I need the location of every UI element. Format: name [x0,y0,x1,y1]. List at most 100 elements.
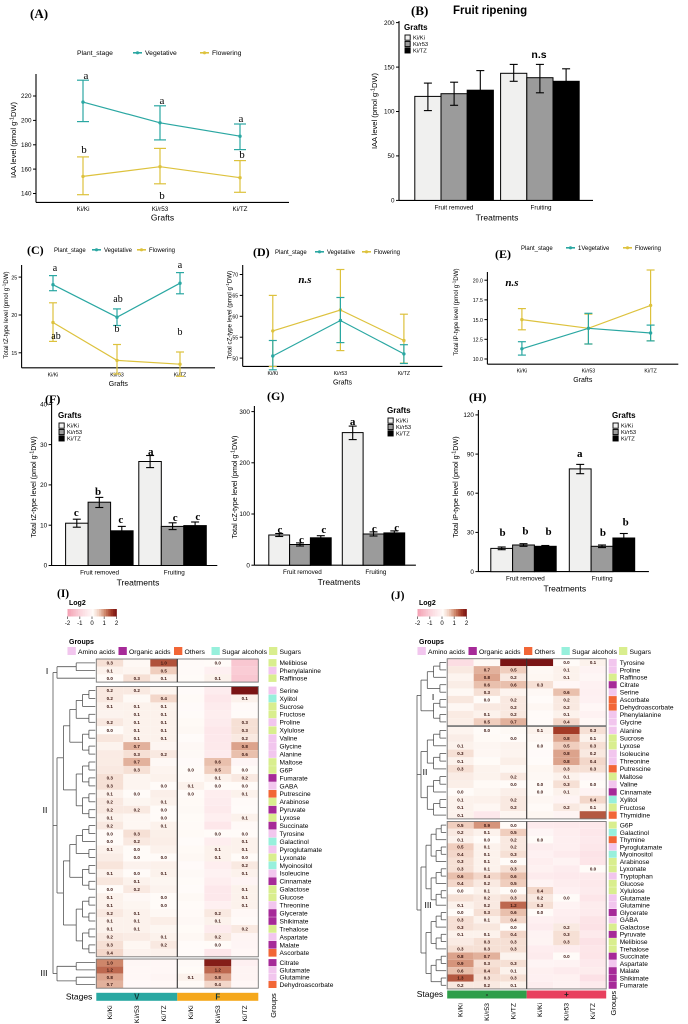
svg-text:0.3: 0.3 [457,767,464,772]
svg-text:Maltose: Maltose [280,759,303,766]
svg-text:0: 0 [90,621,94,627]
svg-text:Isoleucine: Isoleucine [620,751,650,758]
svg-text:Treatments: Treatments [543,584,586,594]
svg-text:0.0: 0.0 [161,807,168,812]
svg-text:b: b [159,190,165,202]
svg-text:Ki/r53: Ki/r53 [621,430,636,436]
svg-text:0.3: 0.3 [484,976,491,981]
svg-text:0.3: 0.3 [457,867,464,872]
svg-text:0.1: 0.1 [215,919,222,924]
svg-text:20: 20 [40,482,48,489]
svg-text:Tryptophan: Tryptophan [620,874,653,881]
svg-text:0.1: 0.1 [215,676,222,681]
svg-text:Total tZ-type level (pmol g-1D: Total tZ-type level (pmol g-1DW) [2,271,11,358]
svg-text:0.4: 0.4 [537,888,544,893]
svg-text:0.0: 0.0 [537,910,544,915]
svg-text:0.8: 0.8 [484,675,491,680]
svg-text:0.1: 0.1 [188,784,195,789]
svg-text:Glutamate: Glutamate [280,967,311,974]
svg-text:0.9: 0.9 [484,823,491,828]
svg-text:GABA: GABA [280,783,299,790]
svg-text:0.8: 0.8 [563,736,570,741]
svg-text:0.3: 0.3 [134,676,141,681]
svg-text:Amino acids: Amino acids [78,649,116,656]
svg-text:0.0: 0.0 [161,815,168,820]
svg-text:0.3: 0.3 [107,776,114,781]
svg-text:Total cZ-type level (pmol g-1D: Total cZ-type level (pmol g-1DW) [225,271,234,360]
svg-text:0.6: 0.6 [242,752,249,757]
svg-text:Pyruvate: Pyruvate [280,807,306,814]
svg-text:0.2: 0.2 [457,983,464,988]
svg-text:0.3: 0.3 [590,728,597,733]
svg-text:0.1: 0.1 [457,932,464,937]
svg-text:0.2: 0.2 [242,776,249,781]
svg-text:0.0: 0.0 [563,660,570,665]
svg-text:10: 10 [40,522,48,529]
svg-text:0.1: 0.1 [590,660,597,665]
svg-text:0.4: 0.4 [215,982,222,987]
svg-text:0.4: 0.4 [510,932,517,937]
svg-text:Ki/r53: Ki/r53 [484,1003,491,1021]
svg-text:0.3: 0.3 [457,751,464,756]
svg-text:0.1: 0.1 [457,744,464,749]
svg-text:Organic acids: Organic acids [479,649,521,656]
svg-text:0.6: 0.6 [510,874,517,879]
svg-text:65: 65 [232,294,238,300]
svg-text:Melibiose: Melibiose [620,939,648,946]
svg-text:V: V [134,992,140,1001]
svg-text:Fructose: Fructose [280,712,306,719]
svg-text:0.1: 0.1 [510,983,517,988]
svg-text:0.2: 0.2 [107,696,114,701]
svg-text:0.1: 0.1 [484,859,491,864]
svg-text:0.2: 0.2 [484,881,491,886]
svg-text:Alanine: Alanine [620,728,642,735]
svg-text:Grafts: Grafts [109,381,129,388]
svg-text:b: b [623,517,629,529]
svg-text:0.2: 0.2 [242,863,249,868]
svg-text:0.3: 0.3 [457,918,464,923]
svg-text:0.2: 0.2 [107,823,114,828]
svg-text:70: 70 [232,273,238,279]
svg-text:b: b [522,526,528,538]
svg-text:0.3: 0.3 [510,976,517,981]
svg-text:0.0: 0.0 [563,896,570,901]
svg-text:b: b [546,526,552,538]
svg-text:0.1: 0.1 [107,927,114,932]
svg-text:Trehalose: Trehalose [620,946,649,953]
svg-text:0.0: 0.0 [242,768,249,773]
svg-text:0.3: 0.3 [510,961,517,966]
svg-text:0.8: 0.8 [563,759,570,764]
svg-text:0.0: 0.0 [510,888,517,893]
svg-text:0.1: 0.1 [134,919,141,924]
svg-text:(J): (J) [391,590,405,602]
svg-text:Aspartate: Aspartate [280,934,309,941]
svg-text:0.7: 0.7 [510,720,517,725]
svg-text:0.1: 0.1 [510,968,517,973]
svg-text:0.0: 0.0 [161,855,168,860]
svg-text:180: 180 [21,142,32,149]
svg-text:IAA level (pmol g-1DW): IAA level (pmol g-1DW) [9,101,18,178]
svg-text:0.1: 0.1 [242,839,249,844]
svg-text:140: 140 [21,191,32,198]
svg-text:0.0: 0.0 [215,784,222,789]
svg-text:0.2: 0.2 [510,705,517,710]
svg-text:Sucrose: Sucrose [620,736,645,743]
svg-text:0.3: 0.3 [537,903,544,908]
svg-text:0.3: 0.3 [563,767,570,772]
svg-text:0.4: 0.4 [590,797,597,802]
svg-text:0: 0 [440,621,444,627]
svg-text:Total iP-type level (pmol g-1D: Total iP-type level (pmol g-1DW) [452,268,461,355]
svg-text:Citrate: Citrate [280,960,300,967]
svg-text:Ki/Ki: Ki/Ki [107,1005,114,1019]
svg-text:Log2: Log2 [419,600,436,607]
svg-text:(H): (H) [469,390,486,404]
svg-text:Raffinose: Raffinose [620,675,648,682]
svg-text:120: 120 [463,412,474,419]
svg-text:0.2: 0.2 [563,705,570,710]
svg-text:GABA: GABA [620,917,639,924]
svg-text:0.1: 0.1 [457,903,464,908]
svg-text:Treatments: Treatments [117,578,160,588]
svg-text:0.2: 0.2 [457,830,464,835]
svg-text:0.0: 0.0 [242,855,249,860]
svg-text:0.1: 0.1 [161,720,168,725]
